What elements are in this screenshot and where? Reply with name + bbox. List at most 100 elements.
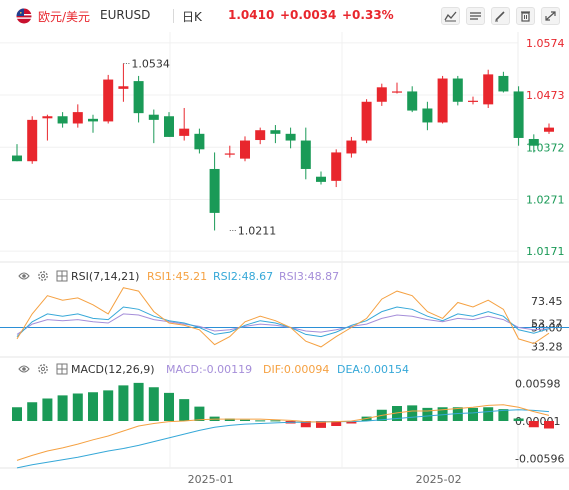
symbol-code[interactable]: EURUSD [100, 8, 151, 22]
macd-histogram-bar [224, 418, 235, 421]
macd-histogram-bar [483, 407, 494, 421]
macd-histogram-bar [331, 421, 342, 426]
dif-value: DIF:0.00094 [263, 363, 330, 376]
candle-body [255, 130, 266, 141]
candle-body [300, 140, 311, 169]
fullscreen-icon [545, 11, 556, 21]
candle-body [72, 112, 83, 124]
low-price-annotation: 1.0211 [238, 224, 276, 237]
rsi-tick-label: 33.28 [531, 341, 563, 354]
price-tick-label: 1.0574 [526, 37, 565, 50]
candle-body [118, 86, 129, 89]
rsi2-line [16, 306, 550, 338]
macd-histogram-bar [12, 407, 22, 421]
candle-body [392, 91, 402, 93]
price-tick-label: 1.0271 [526, 193, 565, 206]
macd-histogram-bar [194, 406, 205, 421]
macd-histogram-bar [544, 421, 554, 429]
macd-histogram-bar [133, 382, 144, 421]
candle-body [42, 116, 53, 119]
last-price: 1.0410 [228, 8, 275, 22]
price-tick-label: 1.0473 [526, 89, 565, 102]
candle-body [376, 87, 387, 102]
macd-histogram-bar [422, 407, 433, 421]
candle-type-button[interactable] [441, 7, 460, 25]
macd-histogram-bar [437, 407, 448, 421]
candle-body [544, 127, 554, 132]
macd-histogram-bar [346, 421, 357, 424]
rsi3-line [16, 313, 550, 335]
date-axis-label: 2025-02 [416, 473, 462, 486]
macd-histogram-bar [513, 418, 524, 421]
settings-icon[interactable] [37, 363, 49, 375]
candle-body [452, 78, 463, 102]
candle-body [513, 91, 524, 138]
draw-tool-button[interactable] [491, 7, 510, 25]
macd-histogram-bar [27, 402, 38, 421]
settings-icon[interactable] [37, 270, 49, 282]
macd-histogram-bar [452, 407, 463, 421]
grid-icon[interactable] [56, 363, 68, 375]
symbol-name[interactable]: 欧元/美元 [38, 10, 91, 24]
macd-histogram-bar [42, 398, 53, 421]
macd-histogram-bar [103, 390, 114, 421]
candle-body [240, 140, 250, 159]
macd-label: MACD(12,26,9) [71, 363, 155, 376]
candle-body [224, 153, 235, 155]
chart-header: 欧元/美元 EURUSD 日K 1.0410 +0.0034 +0.33% [0, 0, 569, 32]
macd-histogram-bar [468, 407, 478, 421]
macd-histogram-bar [392, 406, 402, 421]
eye-icon[interactable] [18, 270, 30, 282]
price-tick-label: 1.0171 [526, 245, 565, 258]
candle-body [468, 100, 478, 102]
macd-histogram-bar [179, 399, 190, 421]
header-divider [173, 9, 174, 23]
rsi-tick-label: 73.45 [531, 295, 563, 308]
fullscreen-button[interactable] [541, 7, 560, 25]
rsi3-value: RSI3:48.87 [279, 270, 340, 283]
macd-histogram-bar [148, 387, 159, 421]
timeframe-selector[interactable]: 日K [182, 10, 202, 24]
candle-body [331, 152, 342, 181]
macd-histogram-bar [407, 405, 418, 421]
macd-histogram-bar [528, 421, 539, 428]
candle-body [361, 101, 372, 141]
candle-body [164, 116, 174, 137]
high-price-annotation: 1.0534 [131, 58, 170, 71]
line-icon [470, 12, 481, 20]
dea-value: DEA:0.00154 [337, 363, 409, 376]
candle-body [316, 176, 326, 182]
macd-histogram-bar [240, 419, 250, 421]
delete-drawing-button[interactable] [516, 7, 535, 25]
price-change: +0.0034 [280, 8, 337, 22]
macd-histogram-bar [72, 393, 83, 421]
candle-body [270, 130, 281, 134]
candle-body [528, 138, 539, 146]
candle-body [148, 114, 159, 120]
line-type-button[interactable] [466, 7, 485, 25]
macd-histogram-bar [88, 392, 98, 421]
macd-histogram-bar [57, 395, 68, 421]
grid-icon[interactable] [56, 270, 68, 282]
candle-body [407, 91, 418, 111]
eu-us-flag-icon [16, 8, 32, 24]
eye-icon[interactable] [18, 363, 30, 375]
candle-body [285, 133, 296, 141]
candle-body [194, 133, 205, 150]
rsi2-value: RSI2:48.67 [213, 270, 274, 283]
candle-body [27, 119, 38, 162]
candle-body [422, 108, 433, 123]
candle-icon [444, 11, 457, 22]
candle-body [133, 81, 144, 114]
macd-value: MACD:-0.00119 [166, 363, 253, 376]
candle-body [179, 128, 190, 136]
price-change-pct: +0.33% [342, 8, 394, 22]
macd-histogram-bar [498, 409, 509, 421]
rsi1-line [16, 287, 550, 348]
dif-line [16, 404, 550, 461]
candle-body [346, 140, 357, 154]
macd-histogram-bar [164, 392, 174, 421]
candle-body [12, 155, 22, 162]
candle-body [437, 78, 448, 123]
